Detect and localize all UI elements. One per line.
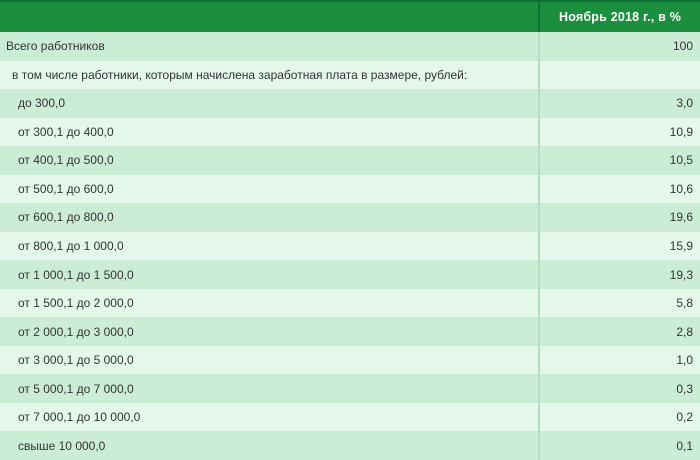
row-label: от 7 000,1 до 10 000,0 xyxy=(0,402,539,432)
row-label: от 2 000,1 до 3 000,0 xyxy=(0,317,539,346)
row-label: от 1 500,1 до 2 000,0 xyxy=(0,288,539,318)
row-label: до 300,0 xyxy=(0,89,539,118)
row-value: 3,0 xyxy=(538,89,700,118)
table-row: от 800,1 до 1 000,0 15,9 xyxy=(0,231,700,261)
header-row: Ноябрь 2018 г., в % xyxy=(0,0,700,32)
header-label-cell xyxy=(0,0,539,32)
row-label: от 1 000,1 до 1 500,0 xyxy=(0,260,539,289)
row-label: в том числе работники, которым начислена… xyxy=(0,60,539,90)
table-body: Всего работников 100 в том числе работни… xyxy=(0,32,700,460)
table-row: в том числе работники, которым начислена… xyxy=(0,60,700,90)
row-label: Всего работников xyxy=(0,32,539,61)
table-row: свыше 10 000,0 0,1 xyxy=(0,431,700,460)
row-value xyxy=(538,60,700,90)
row-label: от 400,1 до 500,0 xyxy=(0,146,539,175)
table-row: от 300,1 до 400,0 10,9 xyxy=(0,117,700,147)
row-value: 19,3 xyxy=(538,260,700,289)
table-row: от 3 000,1 до 5 000,0 1,0 xyxy=(0,345,700,375)
table-row: от 1 500,1 до 2 000,0 5,8 xyxy=(0,288,700,318)
row-label: от 3 000,1 до 5 000,0 xyxy=(0,345,539,375)
row-label: от 800,1 до 1 000,0 xyxy=(0,231,539,261)
row-value: 19,6 xyxy=(538,203,700,232)
row-label: свыше 10 000,0 xyxy=(0,431,539,460)
table-row: от 400,1 до 500,0 10,5 xyxy=(0,146,700,175)
row-value: 1,0 xyxy=(538,345,700,375)
table-row: от 2 000,1 до 3 000,0 2,8 xyxy=(0,317,700,346)
row-label: от 300,1 до 400,0 xyxy=(0,117,539,147)
row-value: 0,3 xyxy=(538,374,700,403)
row-label: от 600,1 до 800,0 xyxy=(0,203,539,232)
table-row: от 500,1 до 600,0 10,6 xyxy=(0,174,700,204)
table-row: до 300,0 3,0 xyxy=(0,89,700,118)
row-value: 5,8 xyxy=(538,288,700,318)
row-label: от 500,1 до 600,0 xyxy=(0,174,539,204)
row-value: 100 xyxy=(538,32,700,61)
table-row: от 5 000,1 до 7 000,0 0,3 xyxy=(0,374,700,403)
row-value: 15,9 xyxy=(538,231,700,261)
table-row: от 600,1 до 800,0 19,6 xyxy=(0,203,700,232)
row-value: 2,8 xyxy=(538,317,700,346)
table-header: Ноябрь 2018 г., в % xyxy=(0,0,700,32)
row-label: от 5 000,1 до 7 000,0 xyxy=(0,374,539,403)
row-value: 10,9 xyxy=(538,117,700,147)
row-value: 0,2 xyxy=(538,402,700,432)
table-row: Всего работников 100 xyxy=(0,32,700,61)
table-row: от 1 000,1 до 1 500,0 19,3 xyxy=(0,260,700,289)
table-row: от 7 000,1 до 10 000,0 0,2 xyxy=(0,402,700,432)
row-value: 10,6 xyxy=(538,174,700,204)
row-value: 10,5 xyxy=(538,146,700,175)
header-value-cell: Ноябрь 2018 г., в % xyxy=(538,0,700,32)
row-value: 0,1 xyxy=(538,431,700,460)
